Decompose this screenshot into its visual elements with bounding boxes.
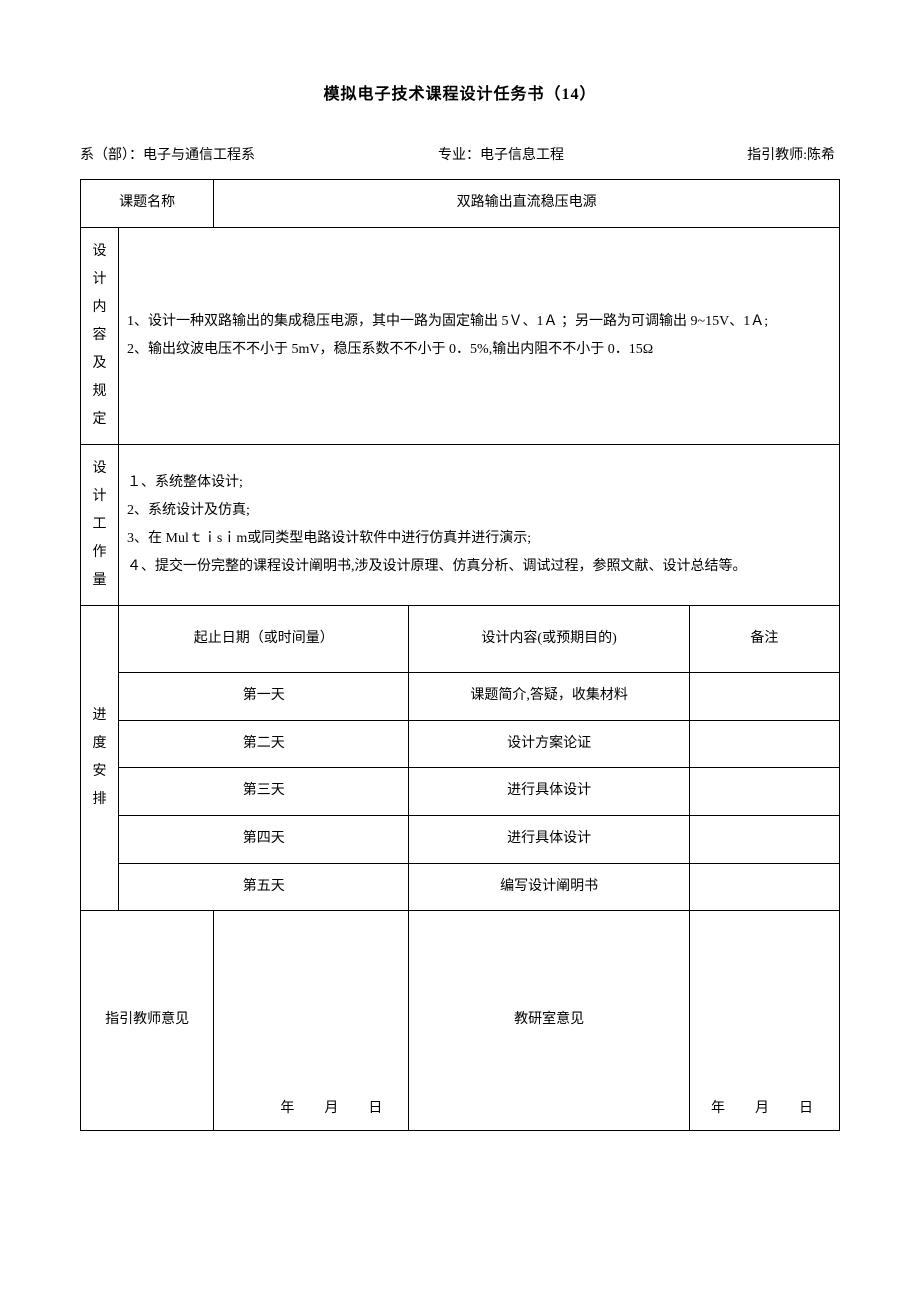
schedule-content: 编写设计阐明书 [409, 863, 689, 911]
schedule-day: 第五天 [119, 863, 409, 911]
schedule-header-date: 起止日期（或时间量） [119, 605, 409, 673]
major-value: 电子信息工程 [480, 144, 564, 164]
page-title: 模拟电子技术课程设计任务书（14） [80, 80, 840, 104]
table-row: 课题名称 双路输出直流稳压电源 [81, 180, 840, 228]
design-workload-label: 设计工作量 [81, 444, 119, 605]
schedule-note [689, 720, 839, 768]
schedule-content: 课题简介,答疑，收集材料 [409, 673, 689, 721]
design-content-value: 1、设计一种双路输出的集成稳压电源，其中一路为固定输出 5Ｖ、1Ａ ；另一路为可… [119, 227, 840, 444]
topic-name-value: 双路输出直流稳压电源 [214, 180, 840, 228]
schedule-day: 第一天 [119, 673, 409, 721]
schedule-header-content: 设计内容(或预期目的) [409, 605, 689, 673]
schedule-note [689, 863, 839, 911]
header-row: 系（部）：电子与通信工程系 专业：电子信息工程 指引教师:陈希 [80, 144, 840, 164]
table-row: 设计工作量 １、系统整体设计;2、系统设计及仿真;3、在 Mulｔｉsｉm或同类… [81, 444, 840, 605]
table-row: 第三天 进行具体设计 [81, 768, 840, 816]
office-opinion-label: 教研室意见 [409, 911, 689, 1131]
schedule-note [689, 768, 839, 816]
major-label: 专业： [438, 144, 480, 164]
table-row: 设计内容及规定 1、设计一种双路输出的集成稳压电源，其中一路为固定输出 5Ｖ、1… [81, 227, 840, 444]
schedule-day: 第四天 [119, 815, 409, 863]
table-row: 指引教师意见 年 月 日 教研室意见 年 月 日 [81, 911, 840, 1131]
table-row: 第四天 进行具体设计 [81, 815, 840, 863]
schedule-label: 进度安排 [81, 605, 119, 911]
schedule-day: 第二天 [119, 720, 409, 768]
table-row: 第五天 编写设计阐明书 [81, 863, 840, 911]
schedule-note [689, 815, 839, 863]
teacher-value: 陈希 [807, 144, 835, 164]
schedule-header-note: 备注 [689, 605, 839, 673]
dept-info: 系（部）：电子与通信工程系 [80, 144, 255, 164]
design-workload-value: １、系统整体设计;2、系统设计及仿真;3、在 Mulｔｉsｉm或同类型电路设计软… [119, 444, 840, 605]
teacher-opinion-value: 年 月 日 [214, 911, 409, 1131]
major-info: 专业：电子信息工程 [438, 144, 564, 164]
main-table: 课题名称 双路输出直流稳压电源 设计内容及规定 1、设计一种双路输出的集成稳压电… [80, 179, 840, 1131]
topic-name-label: 课题名称 [81, 180, 214, 228]
dept-label: 系（部）： [80, 144, 143, 164]
table-row: 第一天 课题简介,答疑，收集材料 [81, 673, 840, 721]
design-content-label: 设计内容及规定 [81, 227, 119, 444]
teacher-opinion-label: 指引教师意见 [81, 911, 214, 1131]
schedule-day: 第三天 [119, 768, 409, 816]
schedule-content: 进行具体设计 [409, 815, 689, 863]
table-row: 第二天 设计方案论证 [81, 720, 840, 768]
schedule-content: 进行具体设计 [409, 768, 689, 816]
table-row: 进度安排 起止日期（或时间量） 设计内容(或预期目的) 备注 [81, 605, 840, 673]
teacher-label: 指引教师: [747, 144, 807, 164]
schedule-note [689, 673, 839, 721]
teacher-info: 指引教师:陈希 [747, 144, 835, 164]
schedule-content: 设计方案论证 [409, 720, 689, 768]
dept-value: 电子与通信工程系 [143, 144, 255, 164]
office-opinion-value: 年 月 日 [689, 911, 839, 1131]
